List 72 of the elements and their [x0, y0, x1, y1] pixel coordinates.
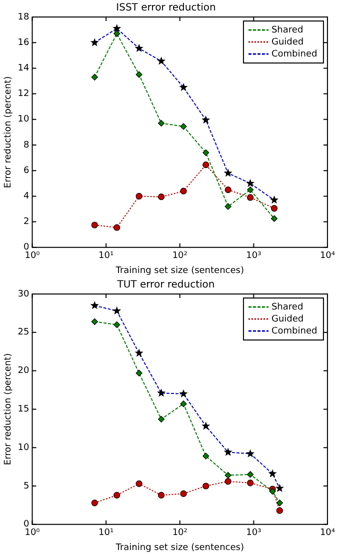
- y-tick-label: 0: [24, 520, 30, 530]
- legend-label: Shared: [271, 302, 304, 312]
- point: [246, 471, 254, 478]
- x-tick-label: 10¹: [98, 251, 114, 262]
- point: [114, 492, 120, 499]
- legend-label: Combined: [271, 326, 318, 336]
- point: [224, 472, 232, 479]
- y-tick-label: 8: [24, 140, 30, 150]
- x-axis-title: Training set size (sentences): [114, 542, 244, 553]
- point: [114, 30, 120, 37]
- point: [91, 500, 98, 506]
- point: [246, 186, 254, 194]
- x-tick-label: 10²: [172, 528, 188, 538]
- legend-label: Guided: [271, 37, 304, 48]
- point: [224, 478, 232, 485]
- point: [180, 123, 187, 130]
- point: [158, 120, 165, 127]
- x-tick-label: 10⁴: [320, 528, 336, 538]
- x-tick-label: 10¹: [98, 528, 114, 538]
- point: [180, 490, 187, 497]
- point: [180, 400, 187, 408]
- point: [202, 162, 210, 168]
- point: [136, 192, 142, 200]
- point: [246, 194, 254, 201]
- point: [269, 488, 276, 495]
- point: [91, 222, 98, 228]
- y-tick-label: 14: [18, 64, 30, 74]
- point: [202, 149, 210, 156]
- legend-label: Combined: [271, 49, 318, 60]
- y-tick-label: 16: [18, 38, 30, 48]
- point: [224, 203, 232, 210]
- y-tick-label: 18: [18, 12, 30, 22]
- x-tick-label: 10³: [246, 251, 262, 262]
- y-tick-label: 25: [18, 328, 30, 338]
- point: [136, 370, 142, 376]
- point: [136, 71, 142, 78]
- y-tick-label: 15: [18, 404, 30, 415]
- point: [114, 321, 120, 328]
- point: [246, 480, 254, 486]
- point: [158, 416, 165, 422]
- point: [202, 482, 210, 490]
- y-tick-label: 10: [18, 442, 30, 453]
- x-tick-label: 10⁰: [24, 251, 40, 262]
- point: [91, 74, 98, 80]
- point: [114, 224, 120, 231]
- chart-title: TUT error reduction: [116, 280, 215, 291]
- point: [180, 188, 187, 194]
- y-tick-label: 20: [18, 366, 30, 376]
- y-tick-label: 4: [24, 192, 30, 202]
- point: [224, 186, 232, 194]
- y-tick-label: 10: [18, 114, 30, 125]
- y-tick-label: 5: [24, 481, 30, 492]
- point: [91, 318, 98, 325]
- legend-label: Guided: [271, 314, 304, 324]
- x-axis-title: Training set size (sentences): [114, 266, 244, 276]
- x-tick-label: 10³: [246, 528, 262, 538]
- legend-label: Shared: [271, 25, 304, 36]
- y-tick-label: 12: [18, 89, 30, 100]
- x-tick-label: 10²: [172, 251, 188, 262]
- chart-title: ISST error reduction: [116, 2, 216, 14]
- y-tick-label: 0: [24, 242, 30, 253]
- point: [136, 480, 142, 487]
- x-tick-label: 10⁰: [24, 528, 40, 538]
- y-axis-title: Error reduction (percent): [4, 353, 14, 466]
- y-tick-label: 2: [24, 217, 30, 228]
- y-tick-label: 30: [18, 289, 30, 300]
- x-tick-label: 10⁴: [320, 251, 336, 262]
- point: [202, 452, 210, 460]
- y-axis-title: Error reduction (percent): [4, 76, 14, 188]
- y-tick-label: 6: [24, 166, 30, 176]
- point: [158, 194, 165, 200]
- point: [158, 492, 165, 499]
